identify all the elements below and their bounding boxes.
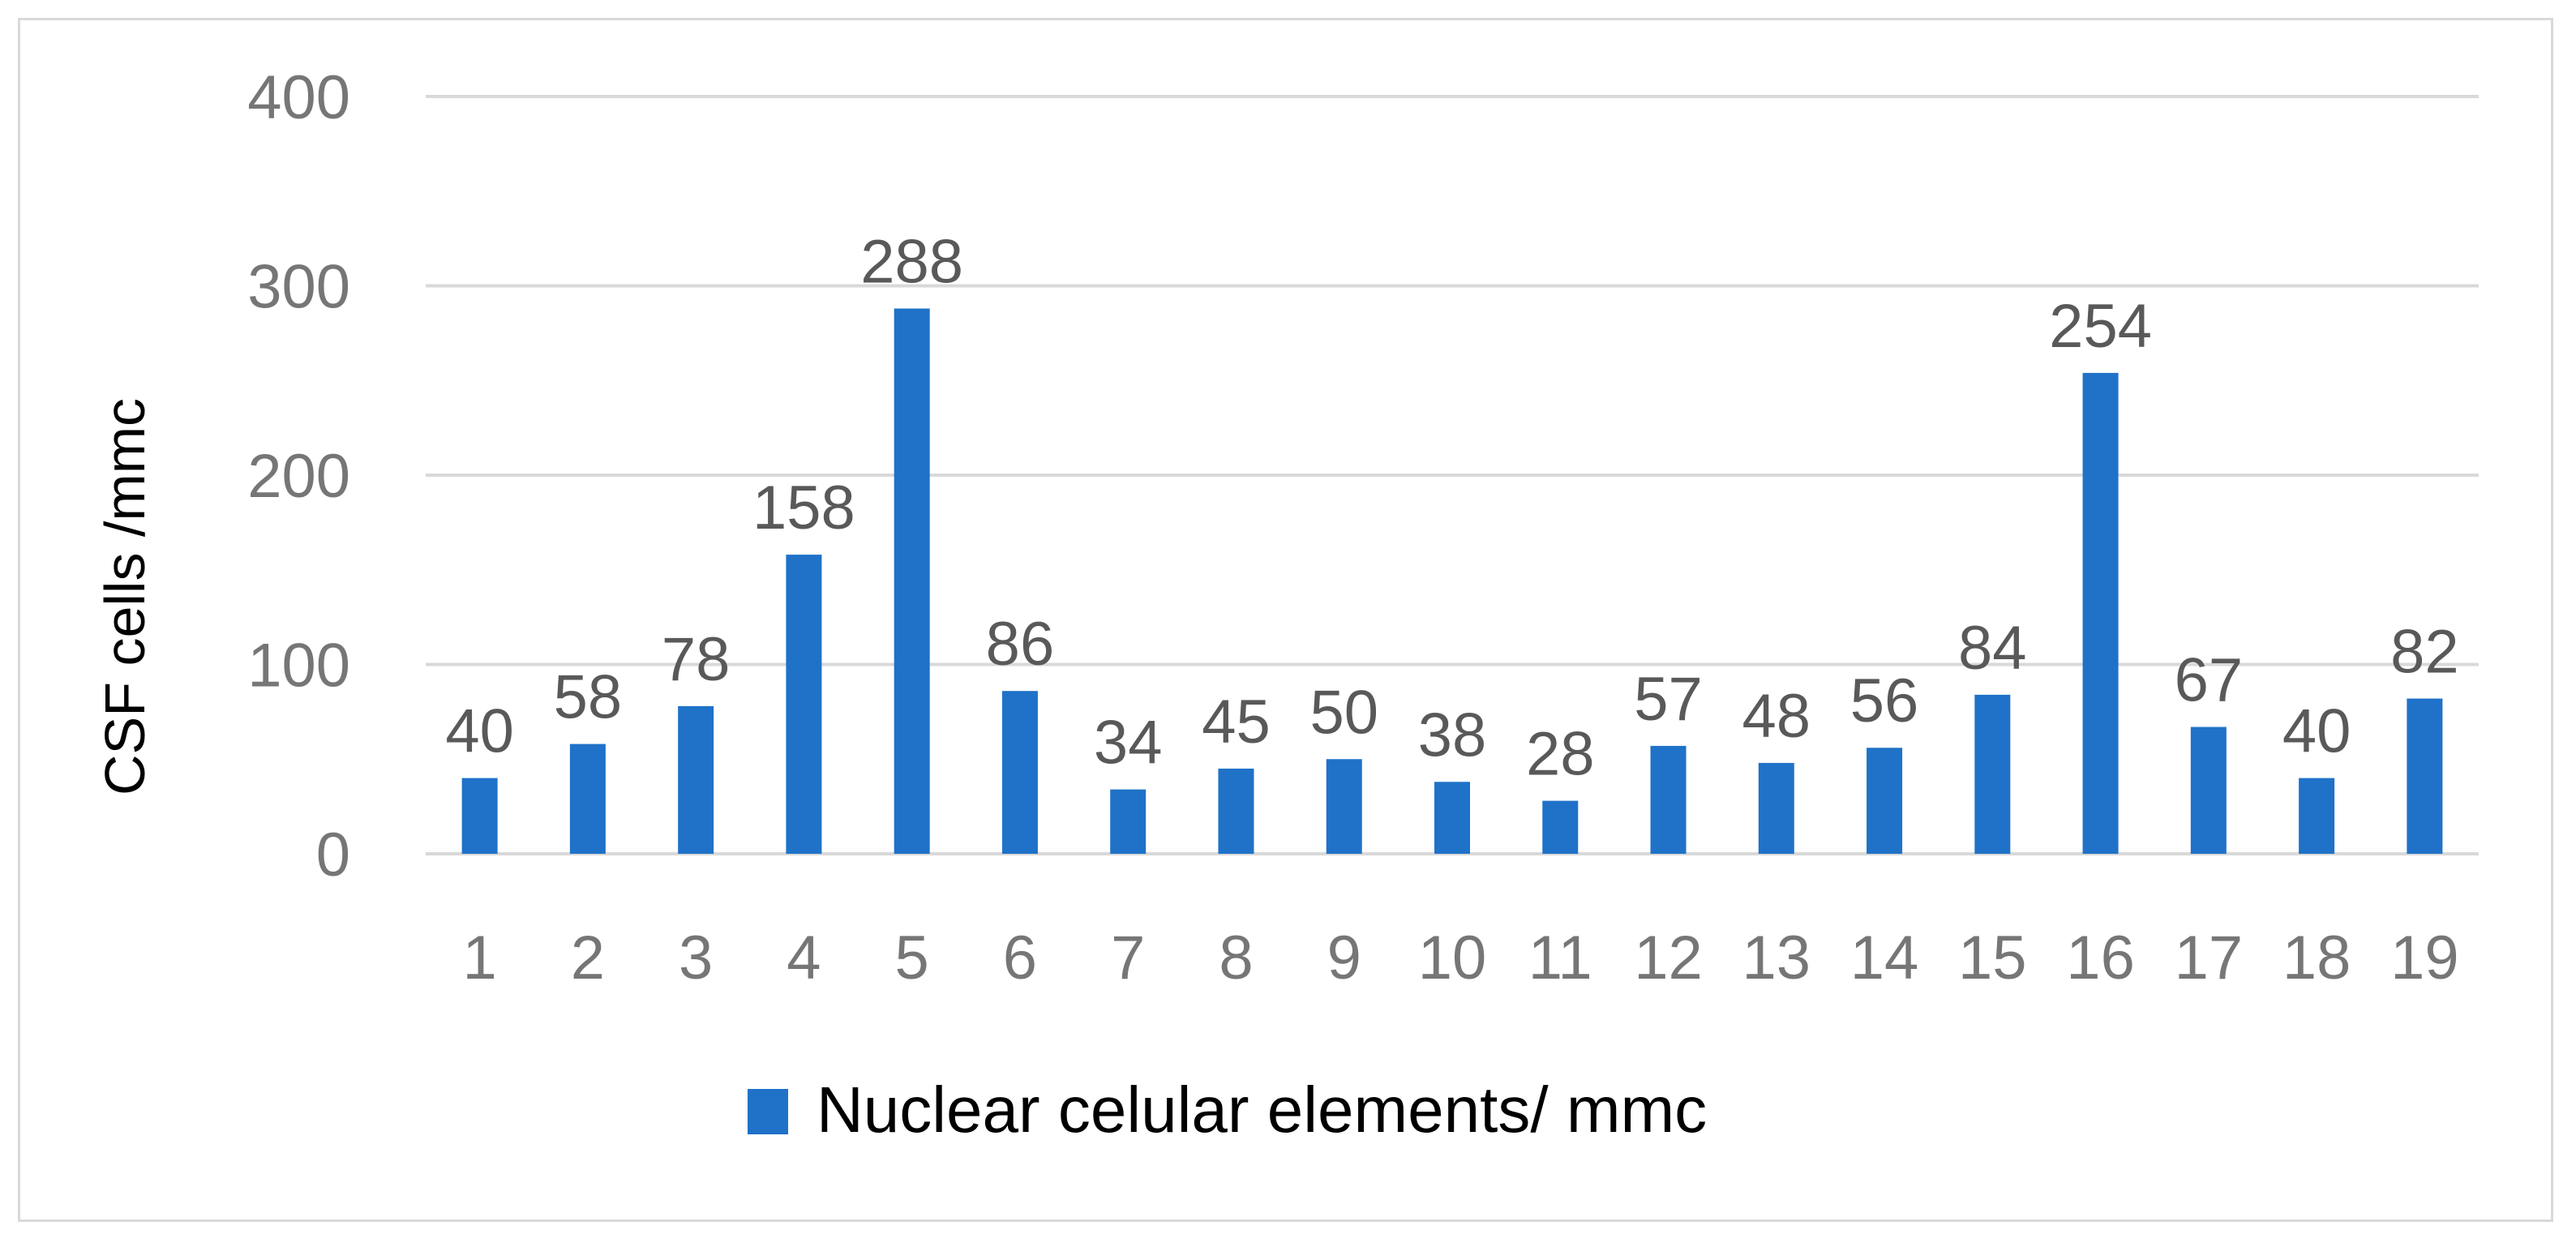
x-tick-label: 5: [895, 924, 929, 992]
gridlines: [426, 95, 2479, 855]
bar: [786, 555, 822, 854]
x-tick-label: 1: [462, 924, 496, 992]
bar: [2190, 727, 2227, 854]
bars: [461, 308, 2443, 854]
x-tick-label: 2: [571, 924, 605, 992]
bar: [1218, 768, 1254, 854]
bar: [1110, 789, 1147, 854]
x-tick-label: 18: [2282, 924, 2351, 992]
x-tick-label: 9: [1327, 924, 1361, 992]
bar: [569, 744, 606, 854]
y-tick-label: 200: [247, 442, 350, 511]
bar: [1650, 745, 1687, 854]
bar: [1001, 691, 1038, 854]
x-tick-label: 13: [1742, 924, 1811, 992]
data-label: 158: [752, 474, 855, 542]
chart-frame: [18, 18, 2553, 1222]
x-tick-label: 7: [1111, 924, 1145, 992]
data-label: 254: [2049, 292, 2152, 361]
data-label: 40: [2282, 697, 2351, 766]
data-label: 34: [1094, 709, 1163, 778]
bar: [461, 778, 498, 854]
legend-swatch: [748, 1089, 788, 1134]
data-label: 82: [2390, 618, 2459, 687]
y-tick-label: 400: [247, 63, 350, 132]
x-tick-label: 15: [1958, 924, 2027, 992]
x-tick-label: 14: [1850, 924, 1919, 992]
data-label: 50: [1309, 678, 1378, 747]
bar: [1434, 782, 1470, 854]
x-tick-label: 19: [2390, 924, 2459, 992]
bar: [2299, 778, 2335, 854]
x-tick-label: 16: [2066, 924, 2135, 992]
data-label: 40: [445, 697, 514, 766]
bar: [1867, 748, 1903, 854]
data-label: 57: [1634, 665, 1703, 734]
bar: [1974, 694, 2011, 854]
data-label: 56: [1850, 667, 1919, 735]
bar: [1326, 759, 1362, 854]
bar: [1542, 800, 1579, 854]
data-label: 86: [986, 610, 1055, 679]
data-label: 67: [2175, 646, 2244, 715]
x-tick-label: 10: [1418, 924, 1487, 992]
y-axis-ticks: 0 100 200 300 400: [247, 63, 350, 889]
data-label: 38: [1418, 701, 1487, 769]
data-label: 84: [1958, 614, 2027, 683]
x-tick-label: 4: [787, 924, 821, 992]
data-label: 48: [1742, 682, 1811, 751]
bar: [894, 308, 930, 854]
bar: [2082, 372, 2119, 854]
data-label: 45: [1202, 688, 1271, 757]
data-label: 28: [1526, 720, 1595, 789]
x-tick-label: 17: [2175, 924, 2244, 992]
y-tick-label: 300: [247, 253, 350, 322]
legend-label: Nuclear celular elements/ mmc: [817, 1074, 1707, 1146]
x-tick-label: 8: [1219, 924, 1253, 992]
x-tick-label: 3: [679, 924, 713, 992]
data-label: 78: [662, 625, 731, 694]
bar: [678, 705, 714, 854]
y-tick-label: 100: [247, 632, 350, 701]
x-tick-label: 6: [1003, 924, 1037, 992]
data-label: 58: [554, 663, 623, 732]
x-tick-label: 12: [1634, 924, 1703, 992]
bar: [2407, 698, 2443, 854]
y-axis-title: CSF cells /mmc: [93, 398, 156, 795]
x-axis-ticks: 1 2 3 4 5 6 7 8 9 10 11 12 13 14 15 16 17 18 19: [462, 924, 2458, 992]
data-labels: 40 58 78 158 288 86 34 45 50 38 28 57 48 56 84 254 67 40 8…: [445, 228, 2458, 789]
data-label: 288: [860, 228, 963, 297]
x-tick-label: 11: [1528, 924, 1592, 992]
bar: [1758, 762, 1794, 854]
y-tick-label: 0: [316, 821, 350, 889]
legend: Nuclear celular elements/ mmc: [748, 1074, 1707, 1146]
